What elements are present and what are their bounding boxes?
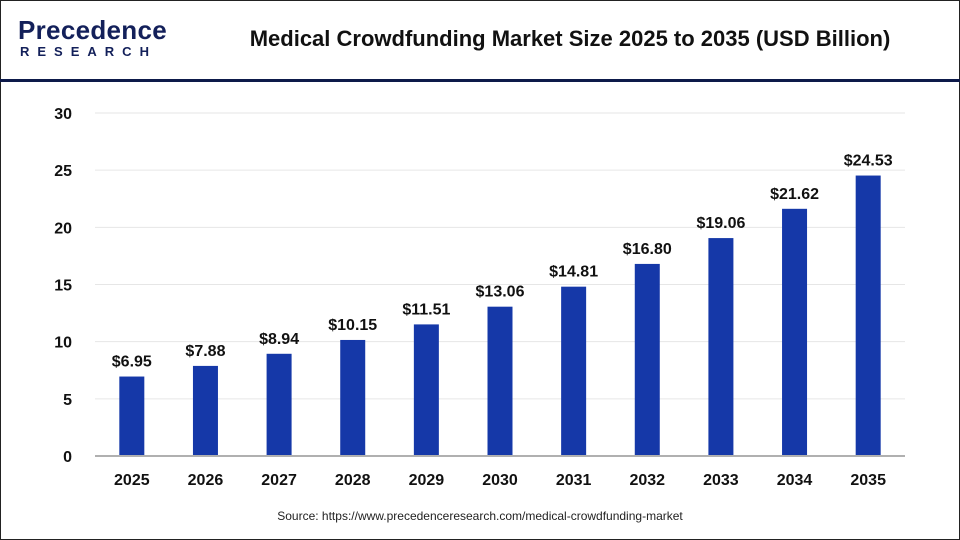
data-label: $6.95 [112,354,152,371]
bar-2029 [413,324,439,456]
bar-2031 [561,286,587,456]
y-tick-label: 20 [54,220,72,237]
data-label: $7.88 [185,343,225,360]
x-tick-label: 2033 [703,472,739,489]
bar-2035 [855,175,881,456]
bar-2028 [340,339,366,456]
y-tick-label: 10 [54,335,72,352]
x-tick-label: 2029 [409,472,445,489]
header-divider [0,79,960,82]
y-tick-label: 30 [54,106,72,123]
y-tick-label: 0 [63,449,72,466]
x-tick-label: 2031 [556,472,592,489]
x-tick-label: 2035 [850,472,886,489]
y-tick-label: 25 [54,163,72,180]
x-tick-label: 2028 [335,472,371,489]
data-label: $13.06 [476,284,525,301]
source-text: Source: https://www.precedenceresearch.c… [277,509,683,523]
data-label: $19.06 [696,215,745,232]
x-tick-label: 2034 [777,472,813,489]
bar-2034 [782,208,808,456]
x-tick-label: 2032 [629,472,665,489]
x-tick-label: 2030 [482,472,518,489]
bar-2027 [266,353,292,456]
x-tick-label: 2026 [188,472,224,489]
chart-title: Medical Crowdfunding Market Size 2025 to… [249,26,891,51]
data-label: $16.80 [623,241,672,258]
data-label: $14.81 [549,264,598,281]
bar-2026 [192,365,218,456]
y-tick-label: 5 [63,392,72,409]
bar-2025 [119,376,145,456]
bar-2032 [634,263,660,456]
x-tick-label: 2025 [114,472,150,489]
logo-line2: RESEARCH [20,44,157,59]
precedence-research-logo: Precedence RESEARCH [18,16,168,66]
bar-2030 [487,306,513,456]
data-label: $8.94 [259,331,299,348]
data-label: $10.15 [328,317,377,334]
data-label: $11.51 [402,301,450,318]
bar-2033 [708,238,734,456]
y-tick-label: 15 [54,278,72,295]
data-label: $21.62 [770,186,819,203]
data-label: $24.53 [844,153,893,170]
logo-line1: Precedence [18,15,167,45]
x-tick-label: 2027 [261,472,297,489]
